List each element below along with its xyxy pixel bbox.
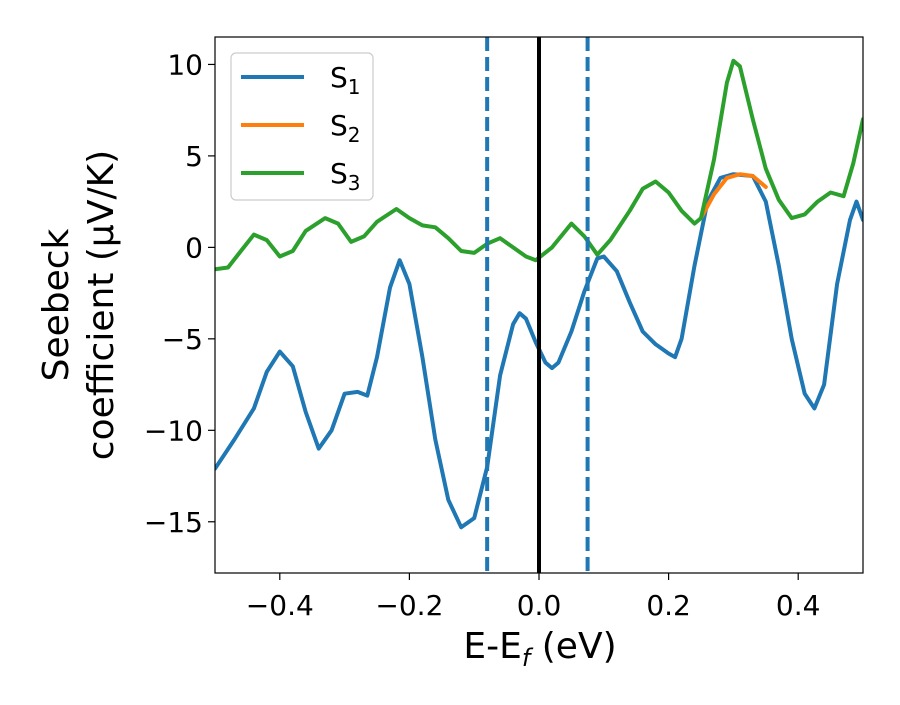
y-tick-label: −15: [144, 506, 203, 539]
legend-label-s2: S2: [330, 109, 361, 147]
x-tick-label: 0.0: [517, 589, 562, 622]
y-axis: 10 5 0 −5 −10 −15: [144, 48, 215, 539]
y-tick-label: 5: [185, 140, 203, 173]
y-tick-label: −5: [162, 323, 203, 356]
plot-lines: [215, 37, 863, 573]
series-line-s3: [215, 58, 863, 272]
x-axis: −0.4 −0.2 0.0 0.2 0.4: [246, 573, 821, 622]
series-line-s1: [215, 172, 863, 530]
x-tick-label: −0.2: [375, 589, 443, 622]
x-axis-label: E-Ef (eV): [463, 626, 616, 672]
legend-label-s1: S1: [330, 61, 361, 99]
x-tick-label: 0.2: [646, 589, 691, 622]
y-axis-label-line1: Seebeck: [36, 228, 77, 381]
y-tick-label: 10: [167, 48, 203, 81]
y-axis-label: Seebeck coefficient (μV/K): [36, 150, 122, 460]
y-tick-label: −10: [144, 414, 203, 447]
y-axis-label-line2: coefficient (μV/K): [81, 150, 122, 460]
x-tick-label: 0.4: [776, 589, 821, 622]
y-tick-label: 0: [185, 231, 203, 264]
legend: S1 S2 S3: [230, 52, 374, 201]
legend-label-s3: S3: [330, 157, 361, 195]
series-line-s2: [699, 172, 768, 221]
x-tick-label: −0.4: [246, 589, 314, 622]
